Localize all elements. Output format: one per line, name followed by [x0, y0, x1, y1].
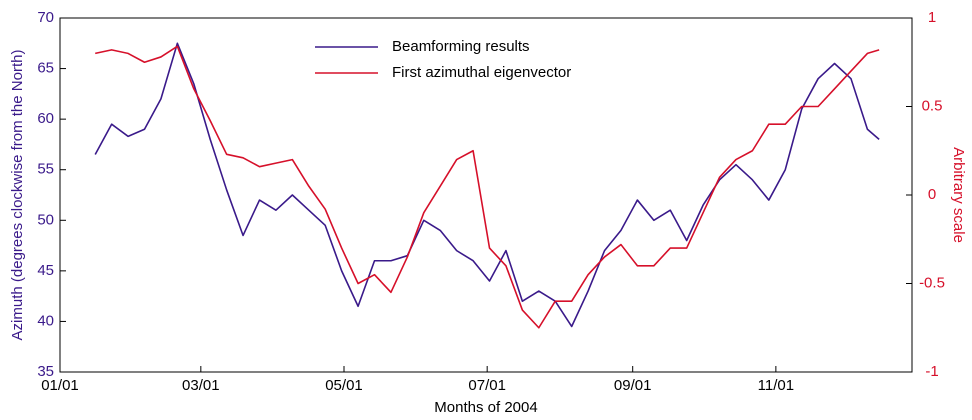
data-line [94, 42, 880, 328]
x-tick-label: 03/01 [182, 377, 220, 394]
y2-tick-label: 1 [928, 9, 936, 26]
y2-tick-label: 0 [928, 186, 936, 203]
y-tick-label: 55 [37, 161, 54, 178]
y-tick-label: 35 [37, 363, 54, 380]
legend-label: Beamforming results [392, 38, 530, 55]
y-tick-label: 65 [37, 60, 54, 77]
x-tick-label: 05/01 [325, 377, 363, 394]
y-tick-label: 70 [37, 9, 54, 26]
data-line [95, 45, 880, 329]
y-axis-label: Azimuth (degrees clockwise from the Nort… [9, 50, 26, 341]
y-tick-label: 50 [37, 211, 54, 228]
y-tick-label: 45 [37, 262, 54, 279]
y2-tick-label: -0.5 [919, 274, 945, 291]
y2-tick-label: 0.5 [922, 97, 943, 114]
x-tick-label: 01/01 [41, 377, 79, 394]
x-axis-label: Months of 2004 [434, 399, 537, 416]
y-tick-label: 60 [37, 110, 54, 127]
x-tick-label: 09/01 [614, 377, 652, 394]
y-tick-label: 40 [37, 312, 54, 329]
y2-tick-label: -1 [925, 363, 938, 380]
x-tick-label: 11/01 [758, 377, 794, 394]
legend-label: First azimuthal eigenvector [392, 64, 571, 81]
x-tick-label: 07/01 [468, 377, 506, 394]
y2-axis-label: Arbitrary scale [950, 147, 967, 243]
